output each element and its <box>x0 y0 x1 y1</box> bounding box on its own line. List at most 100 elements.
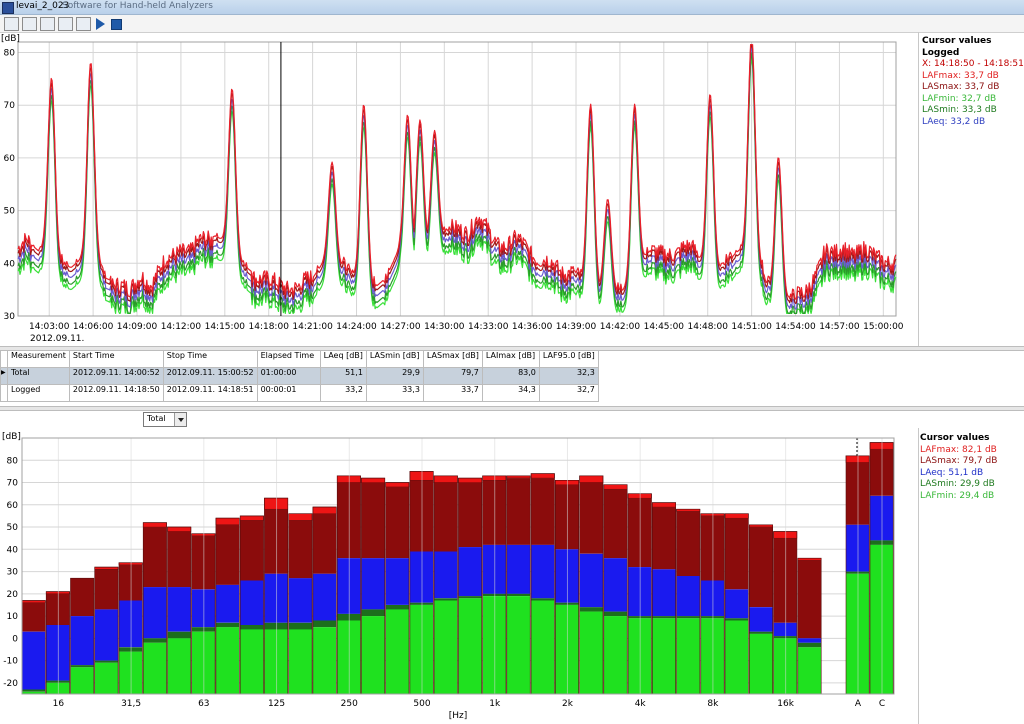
bar-LASmin-12.5k <box>749 631 773 634</box>
folder-icon[interactable] <box>22 17 37 31</box>
bar-LAFmax-630 <box>433 475 458 483</box>
spectrum-icon[interactable] <box>58 17 73 31</box>
plot-frame <box>21 437 895 695</box>
table-cell: 34,3 <box>481 384 540 402</box>
cursor-value: LASmax: 79,7 dB <box>920 456 998 466</box>
cursor-value: LAFmin: 29,4 dB <box>920 490 995 501</box>
series-line-LAFmax <box>17 44 897 300</box>
play-icon[interactable] <box>96 18 105 30</box>
y-tick-label: 50 <box>7 523 19 533</box>
chevron-down-icon[interactable] <box>174 413 186 426</box>
bar-LAFmax-160 <box>288 513 313 521</box>
bar-LAFmax-315 <box>361 477 386 483</box>
bar-LASmin-40 <box>143 638 167 643</box>
bar-LASmax-100 <box>240 520 264 581</box>
bar-LAFmin-1.25k <box>506 596 531 694</box>
x-tick-label: 15:00:00 <box>863 322 904 332</box>
bar-LAFmax-100 <box>239 515 264 521</box>
row-header-cell <box>0 384 8 402</box>
bar-chart-icon[interactable] <box>40 17 55 31</box>
column-header[interactable]: Start Time <box>68 350 164 368</box>
bar-LASmin-12.5 <box>22 689 46 692</box>
column-header[interactable]: Elapsed Time <box>256 350 321 368</box>
x-tick-label: 63 <box>198 699 209 709</box>
x-tick-label: 14:27:00 <box>380 322 421 332</box>
table-cell: 33,7 <box>422 384 483 402</box>
bar-LASmax-12.5 <box>22 602 46 632</box>
table-cell: 33,2 <box>319 384 367 402</box>
x-tick-label: 14:42:00 <box>600 322 641 332</box>
column-header[interactable]: LAeq [dB] <box>319 350 367 368</box>
y-axis-unit: [dB] <box>2 432 21 442</box>
splitter[interactable] <box>0 406 1024 411</box>
x-tick-label: 14:21:00 <box>292 322 333 332</box>
export-icon[interactable] <box>76 17 91 31</box>
x-tick-label: 1k <box>489 699 501 709</box>
x-tick-label: 14:39:00 <box>556 322 597 332</box>
bar-LAFmax-200 <box>312 506 337 514</box>
bar-LAFmin-5k <box>652 618 676 694</box>
column-header[interactable]: LASmin [dB] <box>365 350 424 368</box>
x-tick-label: 14:03:00 <box>29 322 70 332</box>
bar-LAFmin-20k <box>797 647 822 694</box>
bar-LASmax-200 <box>312 513 337 574</box>
bar-LAeq-20 <box>70 616 94 666</box>
bar-LAeq-80 <box>215 584 240 623</box>
bar-LASmin-80 <box>215 622 240 628</box>
bar-LASmin-20 <box>70 665 94 668</box>
bar-LAFmin-100 <box>240 629 264 694</box>
x-tick-label: 500 <box>413 699 430 709</box>
stop-icon[interactable] <box>111 19 122 30</box>
bar-LASmin-5k <box>652 616 676 619</box>
bar-LASmax-6.3k <box>676 511 700 577</box>
select-value: Total <box>147 414 166 423</box>
bar-LAeq-5k <box>652 569 676 616</box>
column-header[interactable]: LAImax [dB] <box>481 350 540 368</box>
column-header[interactable]: Measurement <box>7 350 70 368</box>
y-tick-label: 30 <box>4 312 16 322</box>
bar-LASmin-200 <box>312 620 337 628</box>
column-header[interactable]: Stop Time <box>162 350 258 368</box>
time-history-chart[interactable]: 14:03:00 14:06:00 14:09:00 14:12:00 14:15:00… <box>0 32 918 346</box>
bar-LAFmin-200 <box>312 627 337 694</box>
window-subtitle: Software for Hand-held Analyzers <box>62 1 213 11</box>
bar-LAFmax-25 <box>94 566 119 570</box>
bar-LAFmax-2.5k <box>579 475 604 483</box>
spectrum-chart[interactable]: -20 -10 0 10 20 30 40 50 60 70 80 [dB] 16 63 125 250 500… <box>0 428 918 724</box>
bar-LAFmax-50 <box>167 526 192 532</box>
table-row[interactable]: Logged 2012.09.11. 14:18:50 2012.09.11. 14… <box>0 384 599 402</box>
bar-LAFmin-315 <box>361 616 385 694</box>
chart-line-icon[interactable] <box>4 17 19 31</box>
bar-LAeq-20k <box>797 638 822 643</box>
bar-LASmin-800 <box>458 596 482 599</box>
x-tick-label: 14:24:00 <box>336 322 377 332</box>
table-cell: 2012.09.11. 14:18:50 <box>68 384 164 402</box>
bar-LAeq-200 <box>312 573 337 621</box>
column-header[interactable]: LASmax [dB] <box>422 350 483 368</box>
x-tick-label: 4k <box>635 699 647 709</box>
bar-LAFmin-400 <box>385 609 409 694</box>
bar-LAeq-12.5 <box>22 631 46 690</box>
bar-LAFmin-25 <box>94 662 119 694</box>
y-tick-label: 70 <box>7 479 19 489</box>
bar-LASmin-20k <box>797 642 822 648</box>
column-header[interactable]: LAF95.0 [dB] <box>538 350 599 368</box>
y-tick-label: 60 <box>7 501 19 511</box>
x-tick-label: 14:30:00 <box>424 322 465 332</box>
table-row[interactable]: ▶ Total 2012.09.11. 14:00:52 2012.09.11. 15… <box>0 367 599 385</box>
measurement-select[interactable]: Total <box>143 412 187 427</box>
bottom-cursor-panel: Cursor values LAFmax: 82,1 dB LASmax: 79,… <box>920 433 997 502</box>
y-tick-label: 40 <box>4 259 16 269</box>
x-tick-label: 250 <box>341 699 358 709</box>
cursor-value: X: 14:18:50 - 14:18:51 <box>922 59 1024 69</box>
bar-LAFmax-5k <box>652 502 676 508</box>
plot-frame <box>17 41 897 317</box>
bar-LAeq-1.6k <box>531 544 555 599</box>
y-tick-label: -20 <box>3 679 18 689</box>
bar-LAeq-6.3k <box>676 576 700 617</box>
title-bar: levai_2_023 Software for Hand-held Analy… <box>0 0 1024 15</box>
table-cell: 2012.09.11. 15:00:52 <box>162 367 258 385</box>
bar-LAeq-3.15k <box>603 558 628 612</box>
measurement-table: Measurement Start Time Stop Time Elapsed Ti… <box>0 350 599 402</box>
bar-LAeq-50 <box>167 587 191 632</box>
